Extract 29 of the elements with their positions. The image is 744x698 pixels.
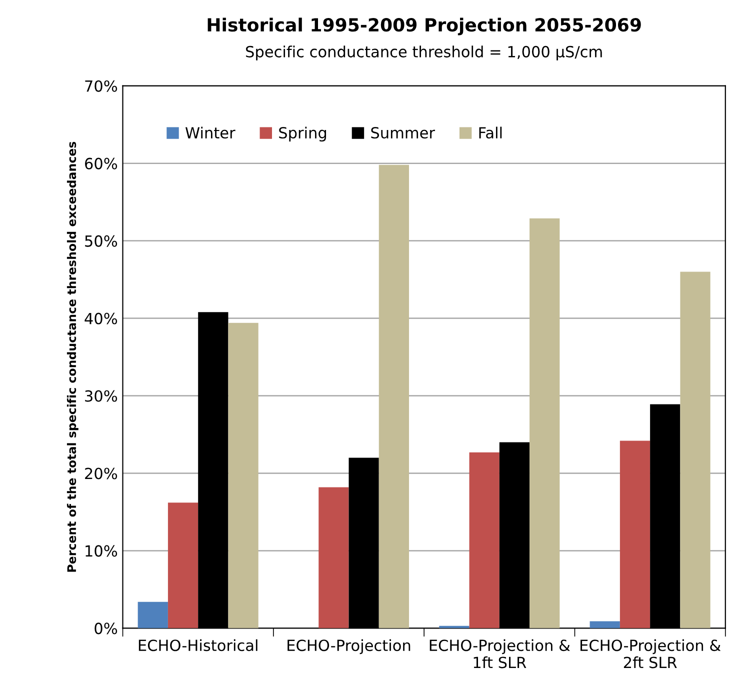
legend-label: Winter <box>185 126 236 139</box>
bar <box>168 502 198 628</box>
x-tick-label: ECHO-Projection <box>288 639 410 654</box>
y-tick-label: 40% <box>84 312 118 324</box>
bar <box>138 602 168 628</box>
x-tick-label: ECHO-Projection & 1ft SLR <box>430 639 570 668</box>
y-tick-label: 10% <box>86 545 118 557</box>
y-tick-label: 20% <box>85 468 118 480</box>
y-axis-title: Percent of the total specific conductance threshold exceedances <box>66 142 78 572</box>
x-tick-label: ECHO-Historical <box>138 639 258 652</box>
bar <box>590 621 620 628</box>
chart-subtitle: Specific conductance threshold = 1,000 µS/cm <box>246 46 602 60</box>
y-tick-label: 30% <box>85 390 118 402</box>
y-tick-label: 60% <box>85 158 118 170</box>
bar <box>620 440 650 628</box>
bar <box>530 218 560 628</box>
y-tick-label: 50% <box>85 235 118 247</box>
bar <box>318 487 349 628</box>
bar <box>469 452 500 628</box>
y-tick-label: 70% <box>85 80 118 92</box>
legend-label: Summer <box>371 126 436 139</box>
legend-label: Fall <box>479 126 502 139</box>
y-tick-label: 0% <box>94 622 118 634</box>
x-tick-label: ECHO-Projection & 2ft SLR <box>580 639 721 668</box>
bar <box>378 164 410 628</box>
chart-title: Historical 1995-2009 Projection 2055-2069 <box>208 18 641 36</box>
legend-label: Spring <box>279 126 326 142</box>
bar <box>680 272 710 628</box>
bar <box>228 322 258 628</box>
